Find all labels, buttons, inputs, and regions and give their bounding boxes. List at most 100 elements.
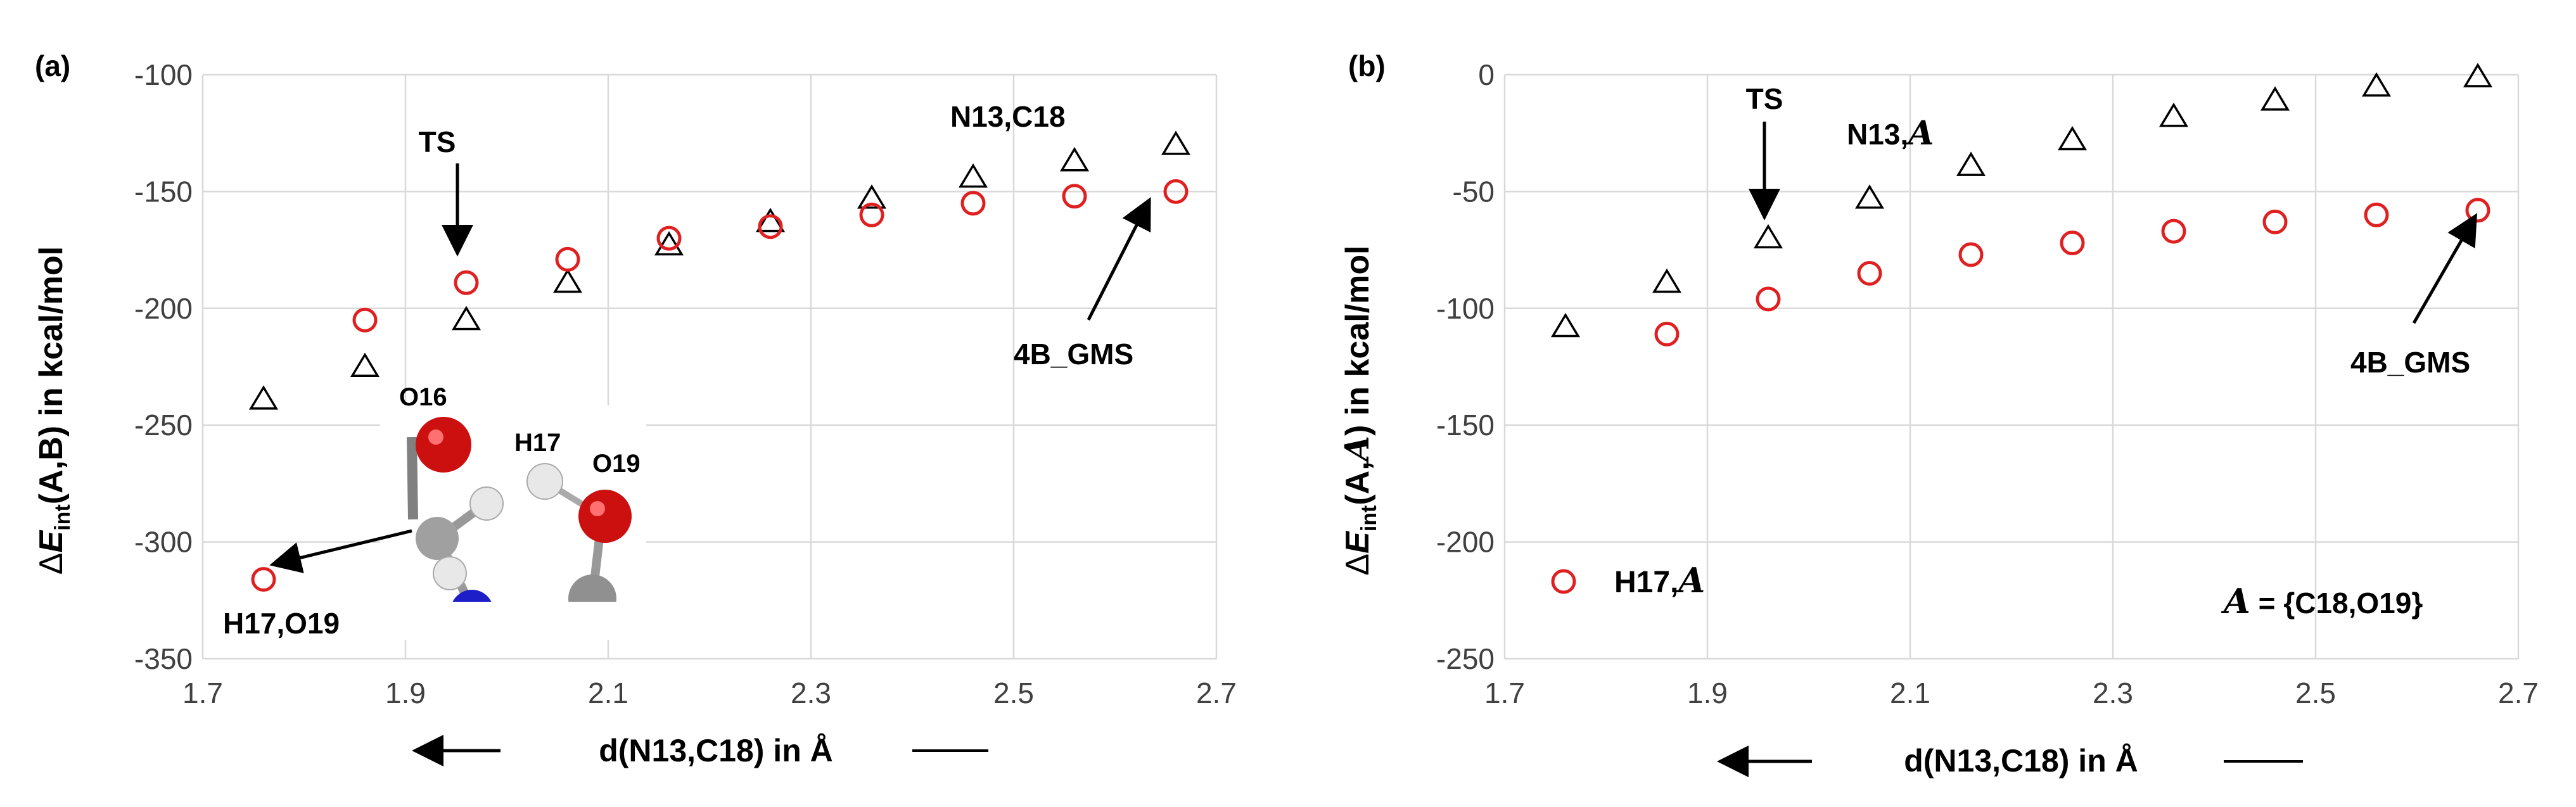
y-axis-label-b: ΔEint(A,A) in kcal/mol [1338,245,1381,575]
data-point-circle [859,202,884,227]
data-point-triangle [1854,184,1885,209]
y-axis-label-e: E [33,530,70,552]
gms-arrow-a [1087,197,1151,321]
carbon-atom [416,517,459,560]
y-tick-label: -100 [1436,292,1495,325]
x-tick-label: 2.5 [993,677,1034,709]
x-axis-label-b: d(N13,C18) in Å [1904,743,2138,778]
y-axis-label-b-e: E [1339,531,1376,554]
y-tick-label: -250 [134,409,193,442]
data-point-circle [2161,219,2186,244]
data-point-triangle [248,385,279,410]
y-tick-label: -100 [134,58,193,91]
gms-label-b: 4B_GMS [2350,346,2470,379]
data-point-triangle [2057,125,2088,151]
molecule-inset: O16 H17 O19 [380,383,646,640]
y-tick-label: -50 [1453,175,1495,208]
data-point-triangle [1652,268,1682,293]
ticks-a: -350 -300 -250 -200 -150 -100 1.7 1.9 2.1 2.3 2.5 2… [134,58,1237,709]
data-point-circle [960,191,986,216]
data-point-circle [1756,286,1781,312]
oxygen-atom-o19 [578,490,632,543]
data-point-triangle [552,268,583,293]
x-tick-label: 1.7 [1484,677,1525,709]
data-point-circle [2262,209,2288,234]
gms-arrow-b [2412,213,2477,324]
x-tick-label: 1.9 [385,677,426,709]
x-tick-label: 2.1 [588,677,628,709]
bond [407,436,418,520]
data-point-circle [656,226,682,251]
x-tick-label: 2.5 [2295,677,2336,709]
x-tick-label: 2.7 [1196,677,1237,709]
y-tick-label: 0 [1478,58,1495,91]
highlight [590,501,605,516]
y-axis-label-b-sub: int [1357,505,1381,532]
data-point-triangle [1753,224,1783,249]
gms-label-a: 4B_GMS [1014,338,1133,371]
ts-label-b: TS [1746,82,1783,115]
y-axis-label-delta: Δ [33,552,70,575]
y-axis-label-a: ΔEint(A,B) in kcal/mol [33,246,75,575]
x-tick-label: 2.3 [2093,677,2133,709]
inset-clip [380,602,646,640]
y-tick-label: -150 [1436,409,1495,442]
panel-a-label: (a) [35,49,70,82]
data-point-triangle [1161,130,1191,155]
x-tick-label: 2.3 [791,677,831,709]
y-tick-label: -200 [134,292,193,325]
data-point-circle [1163,179,1189,204]
y-axis-label-b-delta: Δ [1339,554,1376,576]
data-point-triangle [1550,312,1581,338]
data-point-circle [1857,260,1882,286]
atom-label-o19: O19 [592,450,641,478]
panel-b-label: (b) [1348,49,1386,82]
series-label-n13-a-text: N13, [1847,118,1908,151]
oxygen-atom-o16 [416,417,471,473]
hydrogen-atom [433,556,467,590]
y-tick-label: -150 [134,175,193,208]
data-point-circle [2060,231,2085,256]
x-tick-label: 1.9 [1687,677,1728,709]
y-axis-label-rest: (A,B) in kcal/mol [33,246,70,504]
data-point-triangle [2158,102,2189,127]
data-point-circle [758,214,783,239]
script-a-symbol: A [1905,114,1934,153]
series-label-h17-o19: H17,O19 [223,607,340,640]
legend-label-h17-a: H17,A [1614,560,1705,600]
h17-o19-arrow [269,529,412,573]
data-point-circle [2364,202,2389,227]
data-point-triangle [2463,63,2493,87]
highlight [428,429,443,445]
y-axis-label-sub: int [51,504,75,531]
x-tick-label: 1.7 [182,677,223,709]
series-label-n13-c18: N13,C18 [950,100,1066,133]
y-tick-label: -350 [134,642,193,675]
legend-script-a: A [1675,560,1705,600]
data-point-circle [1958,242,1984,267]
y-axis-label-b-rest: (A, [1339,461,1376,505]
x-tick-label: 2.7 [2498,677,2539,709]
data-point-triangle [350,352,380,377]
data-point-circle [555,246,580,272]
data-point-triangle [451,305,481,331]
hydrogen-atom [469,486,504,521]
atom-label-h17: H17 [514,429,561,457]
x-tick-label: 2.1 [1890,677,1930,709]
y-tick-label: -200 [1436,526,1495,559]
legend-marker-h17-a [1551,569,1576,594]
y-axis-label-b-close: ) in kcal/mol [1339,245,1376,436]
data-point-circle [454,270,479,295]
data-point-triangle [958,163,988,188]
definition-script-a: A [2221,581,2250,621]
data-point-circle [1654,321,1680,346]
grid-b [1503,73,2520,660]
data-point-triangle [2361,72,2392,97]
ts-label-a: TS [419,125,456,158]
series-marks-b [1550,63,2493,346]
y-tick-label: -300 [134,526,193,559]
series-label-n13-a: N13,A [1847,114,1934,153]
data-point-triangle [755,207,786,232]
series-marks-a [248,130,1191,592]
